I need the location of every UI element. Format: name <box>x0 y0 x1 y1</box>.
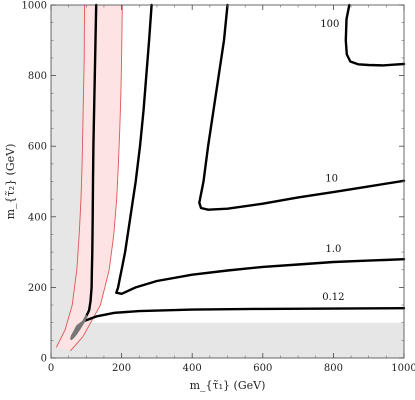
x-tick-label: 600 <box>253 363 272 374</box>
y-tick-label: 0 <box>41 354 47 365</box>
contour-line-1.0 <box>115 3 406 295</box>
x-tick-label: 800 <box>324 363 343 374</box>
contour-line-10 <box>198 3 406 211</box>
x-tick-label: 1000 <box>391 363 415 374</box>
y-axis-label: m_{τ̃₂} (GeV) <box>4 144 17 220</box>
x-tick-label: 200 <box>112 363 131 374</box>
constraint-band <box>55 4 123 352</box>
axis-ticks: 0 200 400 600 800 1000 0 200 400 600 800 1000 <box>22 1 415 375</box>
contour-label-0.12: 0.12 <box>322 292 344 303</box>
band-right-edge <box>70 4 123 352</box>
contour-labels: 0.12 1.0 10 100 <box>320 19 344 303</box>
contour-lines <box>70 3 406 340</box>
x-tick-label: 0 <box>48 363 54 374</box>
y-tick-label: 400 <box>28 212 47 223</box>
y-tick-label: 200 <box>28 283 47 294</box>
contour-label-10: 10 <box>325 174 338 185</box>
contour-label-100: 100 <box>320 19 339 30</box>
band-fill <box>56 5 123 351</box>
y-tick-label: 600 <box>28 142 47 153</box>
y-tick-label: 800 <box>28 71 47 82</box>
contour-line-0.12-excluded-part <box>70 315 88 340</box>
y-tick-label: 1000 <box>22 1 47 12</box>
contour-label-1.0: 1.0 <box>325 244 341 255</box>
contour-line-100 <box>344 3 406 67</box>
band-left-edge <box>55 4 85 348</box>
x-tick-label: 400 <box>183 363 202 374</box>
x-axis-label: m_{τ̃₁} (GeV) <box>190 379 266 392</box>
